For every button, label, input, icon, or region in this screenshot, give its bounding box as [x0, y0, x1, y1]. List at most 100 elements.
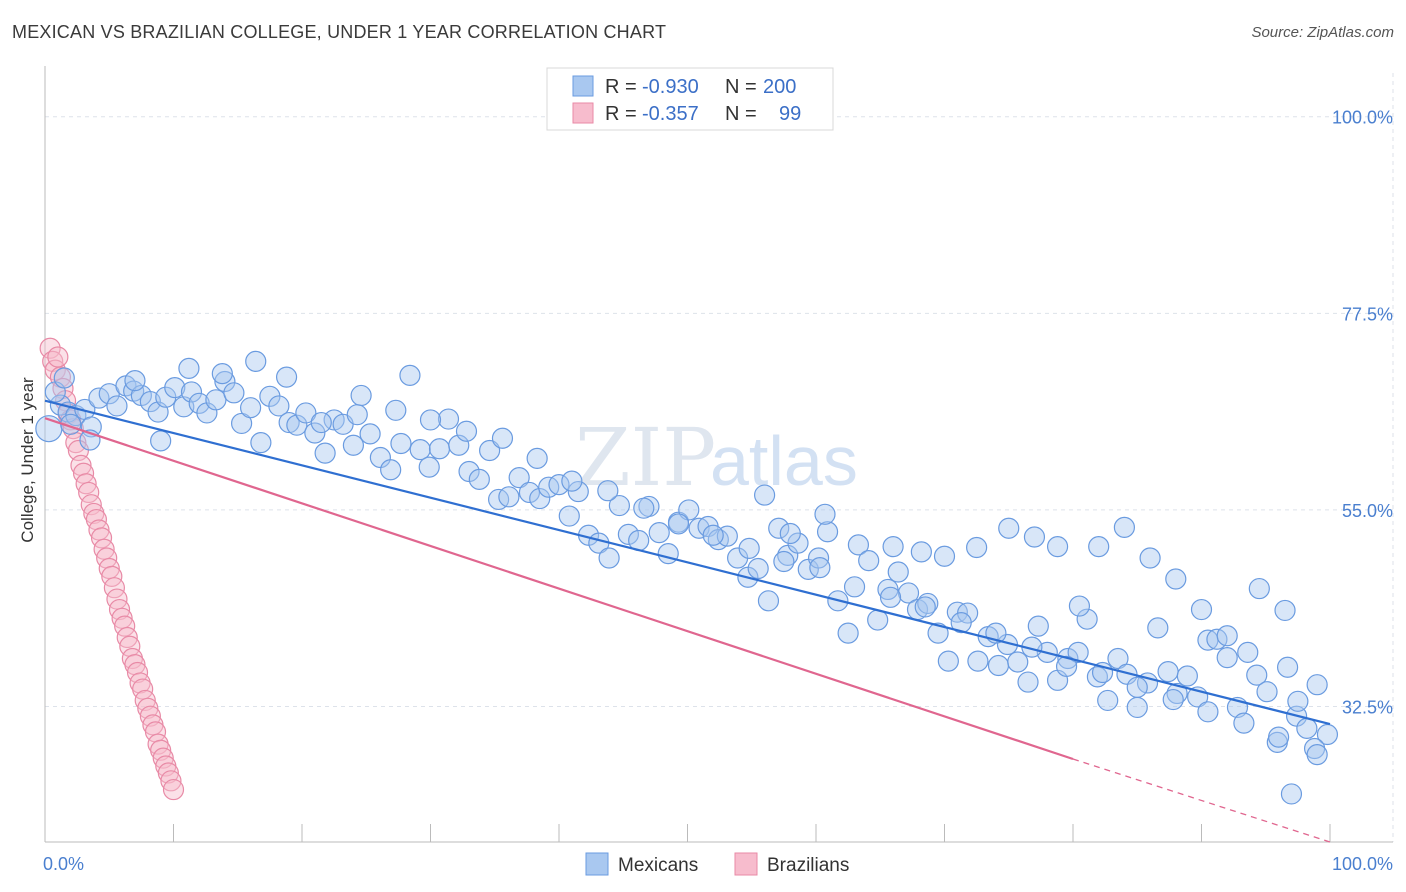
mexicans-point — [779, 522, 801, 545]
mexicans-point — [275, 366, 298, 388]
mexicans-point — [1296, 717, 1318, 739]
brazilians-point — [157, 762, 179, 784]
mexicans-point — [250, 432, 272, 454]
mexicans-point — [508, 466, 530, 489]
mexicans-point — [448, 434, 470, 456]
mexicans-point — [1046, 536, 1069, 558]
mexicans-point — [385, 399, 407, 421]
mexicans-point — [567, 480, 589, 503]
brazilians-point — [39, 337, 61, 359]
mexicans-point — [837, 622, 859, 644]
brazilians-point — [134, 689, 156, 712]
mexicans-point — [667, 513, 690, 535]
legend-swatch-brazilians — [572, 102, 594, 124]
legend-swatch-mexicans — [572, 75, 594, 97]
mexicans-point — [1027, 615, 1049, 637]
mexicans-point — [1157, 660, 1179, 683]
brazilians-trend-line — [44, 417, 1074, 761]
y-tick-labels: 32.5% 55.0% 77.5% 100.0% — [1332, 108, 1393, 718]
mexicans-point — [428, 438, 451, 460]
mexicans-point — [1216, 625, 1238, 647]
mexicans-point — [1107, 647, 1129, 670]
mexicans-point — [538, 476, 560, 498]
mexicans-point — [1216, 647, 1238, 669]
watermark-zip: ZIP — [575, 411, 716, 504]
mexicans-point — [124, 370, 146, 392]
mexicans-point — [753, 484, 776, 506]
mexicans-point — [295, 402, 317, 424]
mexicans-point — [657, 543, 679, 565]
brazilians-point — [160, 770, 182, 792]
mexicans-point — [380, 459, 402, 481]
mexicans-point — [455, 420, 478, 442]
brazilians-point — [108, 598, 131, 621]
mexicans-point — [738, 537, 760, 559]
bottom-legend-swatch-mexicans — [585, 852, 609, 876]
bottom-legend-label-mexicans: Mexicans — [618, 855, 698, 876]
mexicans-point — [998, 517, 1020, 539]
mexicans-point — [1055, 655, 1078, 677]
mexicans-point — [310, 411, 332, 434]
brazilians-trend-extension — [1072, 758, 1331, 843]
mexicans-point — [1017, 671, 1039, 693]
mexicans-point — [1306, 744, 1328, 766]
mexicans-point — [1233, 712, 1255, 734]
mexicans-point — [987, 654, 1010, 677]
mexicans-point — [214, 370, 236, 393]
mexicans-point — [245, 350, 267, 372]
mexicans-point — [1248, 577, 1270, 600]
mexicans-point — [887, 561, 909, 583]
legend-n-value-2: 99 — [779, 103, 801, 125]
mexicans-point — [877, 578, 899, 601]
legend-r-label-2: R = — [605, 103, 637, 125]
mexicans-point — [1274, 599, 1296, 622]
mexicans-point — [548, 473, 570, 496]
mexicans-point — [479, 439, 501, 462]
mexicans-point — [1287, 690, 1309, 712]
mexicans-point — [617, 523, 639, 546]
mexicans-point — [702, 524, 724, 546]
legend-r-value-1: -0.930 — [642, 76, 699, 98]
mexicans-point — [917, 592, 939, 615]
axes — [44, 66, 1393, 843]
mexicans-point — [211, 363, 233, 385]
y-axis-title: College, Under 1 year — [18, 377, 37, 543]
mexicans-point — [223, 382, 245, 404]
legend: R = -0.930 N = 200 R = -0.357 N = 99 — [546, 67, 834, 131]
mexicans-point — [608, 494, 630, 517]
mexicans-point — [1197, 701, 1219, 723]
mexicans-point — [937, 650, 959, 672]
mexicans-point — [518, 481, 541, 504]
mexicans-point — [1306, 674, 1328, 696]
bottom-legend-swatch-brazilians — [734, 852, 758, 876]
mexicans-point — [240, 397, 262, 419]
mexicans-point — [1023, 526, 1046, 548]
legend-r-value-2: -0.357 — [642, 103, 699, 125]
mexicans-point — [1113, 516, 1136, 539]
mexicans-point — [1067, 641, 1089, 663]
mexicans-point — [816, 521, 839, 543]
mexicans-point — [768, 517, 790, 539]
mexicans-point — [346, 404, 368, 426]
mexicans-point — [314, 442, 336, 464]
mexicans-point — [966, 536, 988, 559]
legend-r-label-1: R = — [605, 76, 637, 98]
mexicans-point — [933, 545, 956, 567]
mexicans-point — [390, 432, 412, 455]
mexicans-point — [498, 486, 520, 508]
x-tick-min: 0.0% — [43, 854, 84, 874]
mexicans-point — [1280, 783, 1303, 805]
mexicans-point — [180, 381, 203, 403]
mexicans-point — [882, 536, 904, 558]
trend-lines — [44, 399, 1331, 843]
mexicans-point — [1126, 696, 1148, 719]
mexicans-point — [1162, 688, 1184, 711]
mexicans-point — [648, 522, 670, 544]
mexicans-point — [1076, 608, 1098, 630]
mexicans-point — [359, 423, 381, 445]
mexicans-point — [399, 364, 421, 386]
mexicans-point — [304, 422, 326, 444]
mexicans-point — [350, 384, 372, 407]
mexicans-point — [437, 408, 460, 430]
